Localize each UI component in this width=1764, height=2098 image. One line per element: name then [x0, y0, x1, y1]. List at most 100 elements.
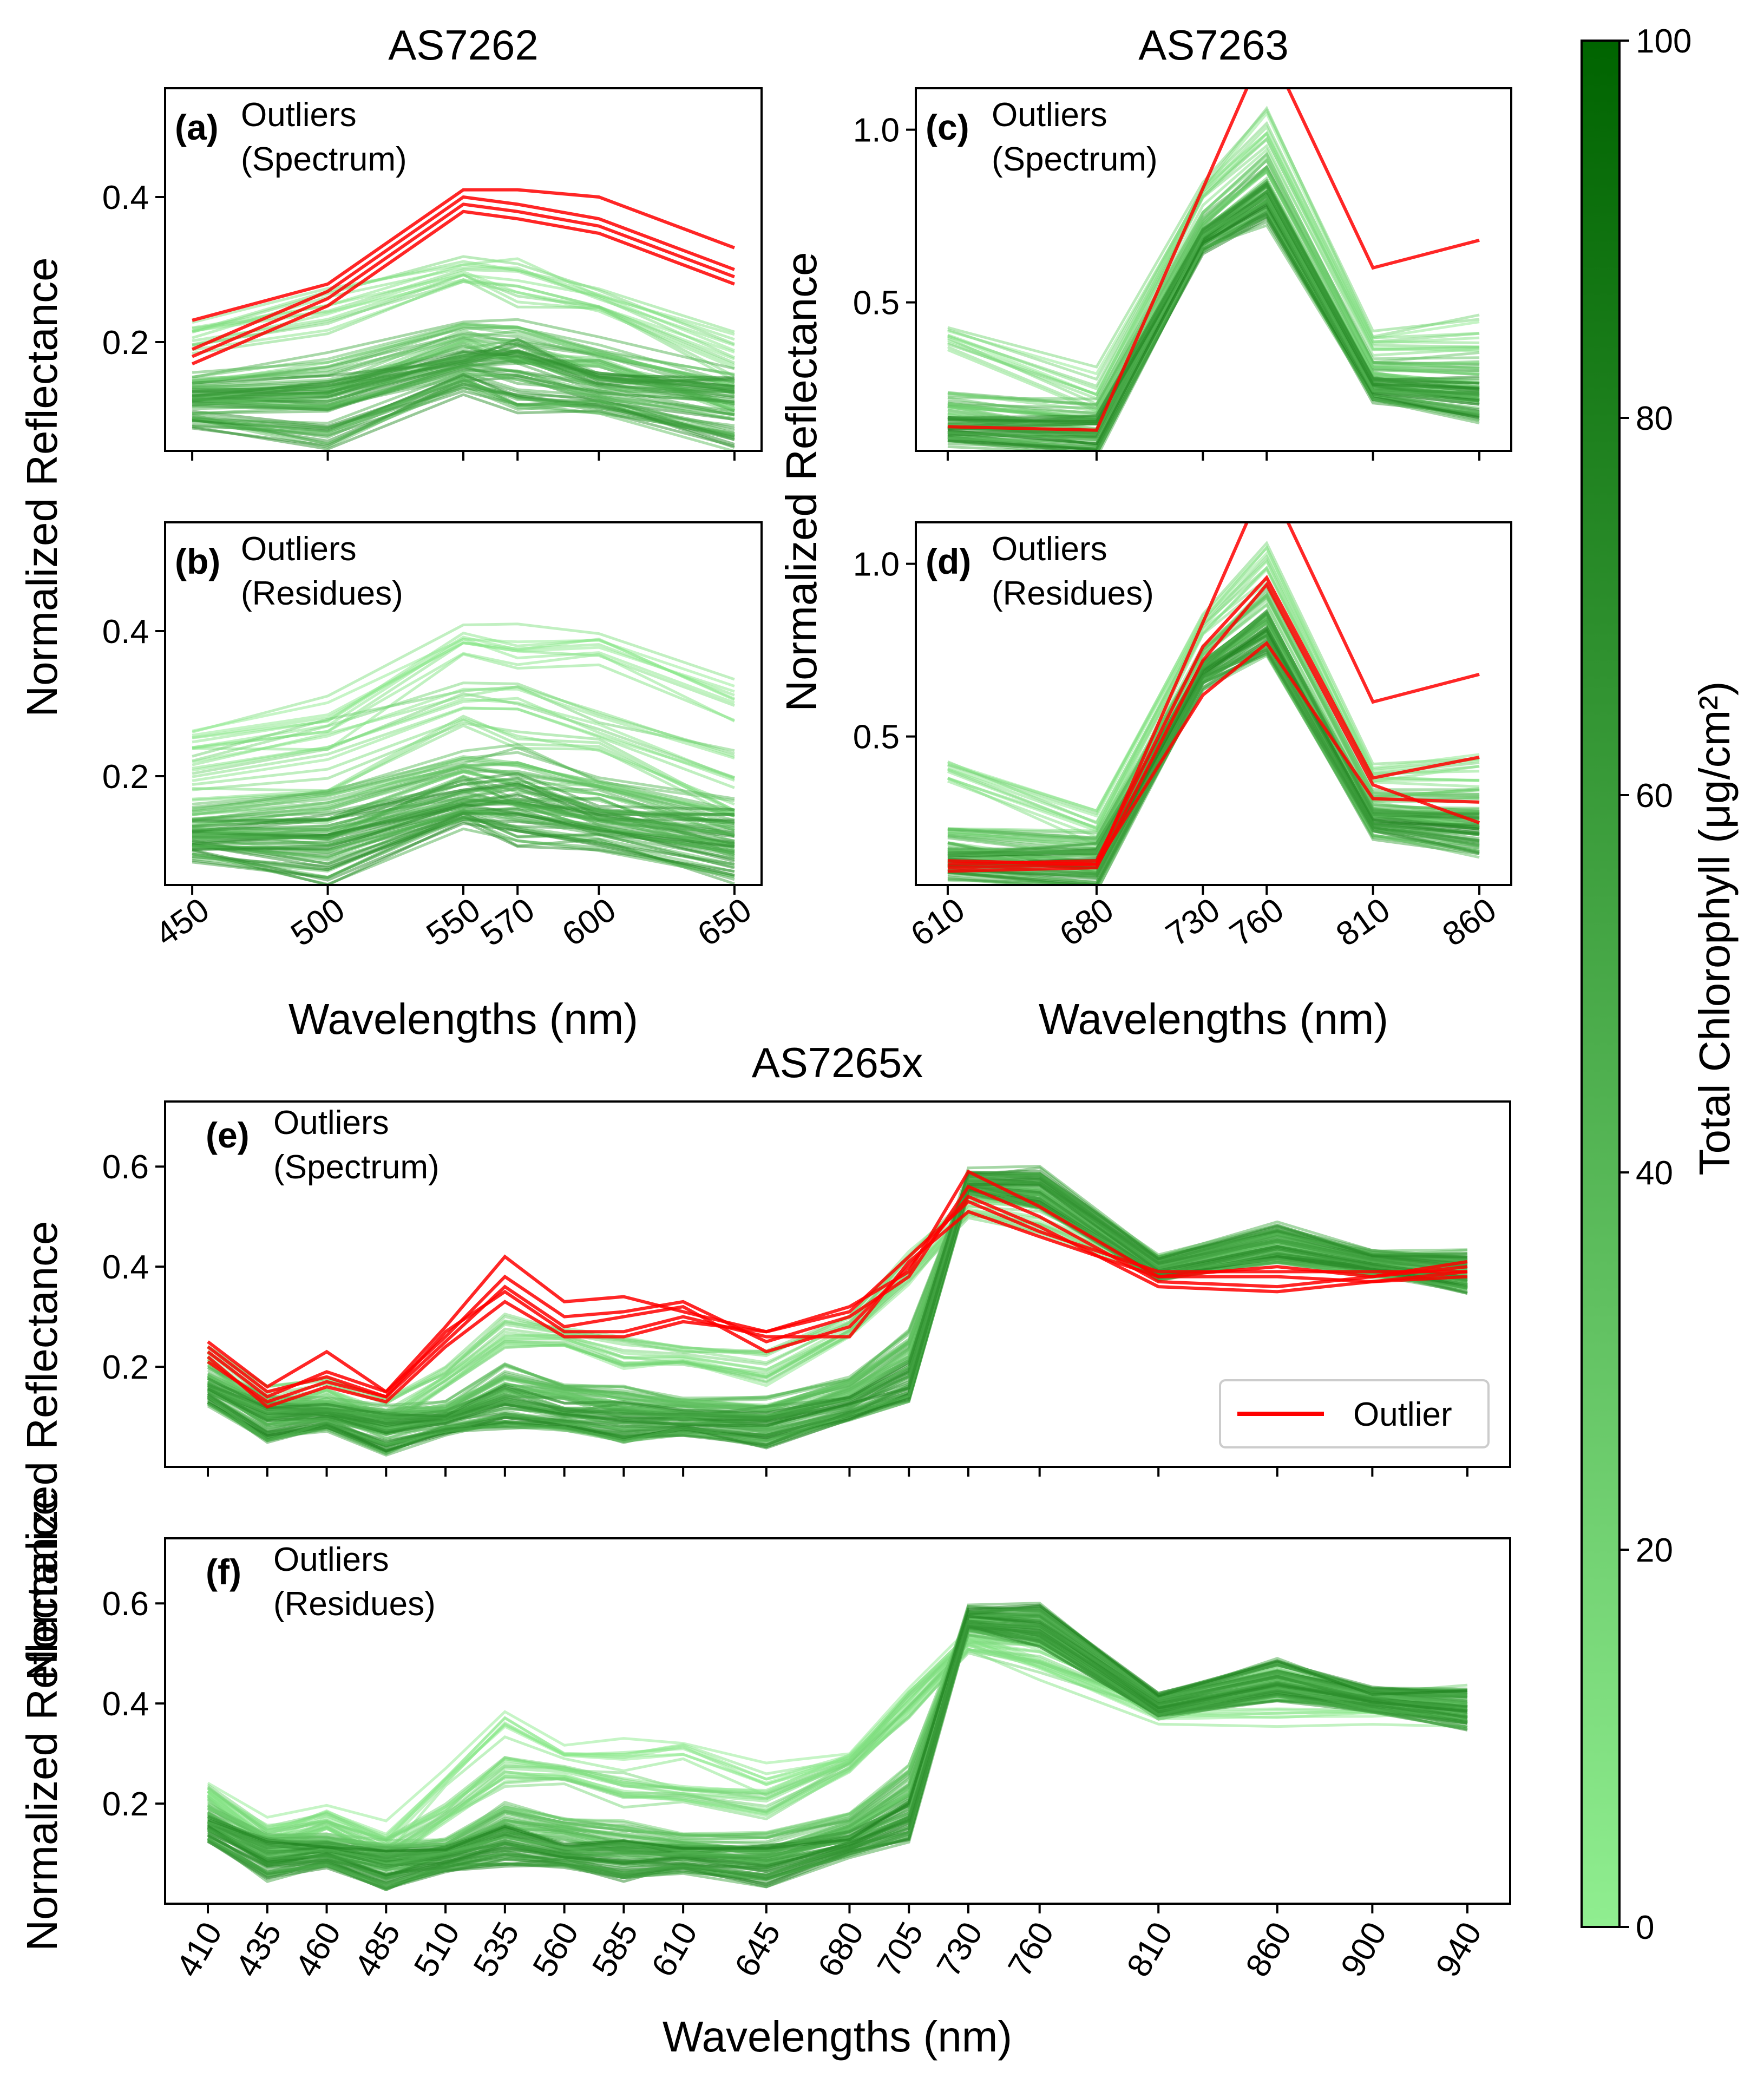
spectrum-line — [192, 280, 735, 364]
spectrum-line — [192, 687, 735, 764]
x-tick-label: 860 — [1238, 1916, 1299, 1983]
spectrum-line — [947, 111, 1480, 376]
outlier-line — [191, 202, 735, 358]
x-tick-label: 860 — [1436, 891, 1503, 954]
outlier-line — [207, 1199, 1467, 1409]
panel-note-line2: (Spectrum) — [241, 141, 407, 178]
y-axis-label-as7262: Normalized Reflectance — [18, 257, 66, 717]
colorbar-gradient — [1581, 40, 1621, 1928]
outlier-line — [192, 188, 735, 322]
spectrum-line — [947, 194, 1480, 441]
panel-note-line2: (Residues) — [992, 575, 1154, 612]
spectrum-line — [207, 1172, 1468, 1407]
spectrum-line — [192, 349, 735, 403]
y-tick-label: 1.0 — [853, 546, 900, 583]
x-axis-label-as7262: Wavelengths (nm) — [288, 995, 638, 1043]
plot-area-a — [191, 188, 736, 451]
spectrum-line — [947, 634, 1480, 876]
panel-note-line1: Outliers — [241, 530, 357, 568]
plot-area-e — [207, 1164, 1468, 1457]
panel-note-line2: (Residues) — [241, 575, 403, 612]
y-axis-label-as7263: Normalized Reflectance — [777, 252, 825, 711]
spectrum-line — [207, 1621, 1468, 1889]
x-tick-label: 760 — [1223, 891, 1290, 954]
x-tick-label: 900 — [1334, 1916, 1394, 1983]
sensor-title-as7263: AS7263 — [1138, 21, 1289, 69]
spectrum-line — [192, 724, 736, 818]
outlier-line — [207, 1184, 1468, 1399]
panel-note-line1: Outliers — [992, 530, 1107, 568]
outlier-line — [947, 88, 1480, 432]
colorbar-tick-label: 80 — [1636, 400, 1673, 437]
spectrum-line — [207, 1172, 1468, 1421]
x-tick-label: 410 — [169, 1916, 229, 1983]
spectrum-line — [192, 706, 735, 789]
colorbar-tick-label: 40 — [1636, 1155, 1673, 1192]
colorbar-tick-label: 0 — [1636, 1909, 1654, 1946]
panel-note-line1: Outliers — [273, 1541, 389, 1578]
spectrum-line — [192, 273, 736, 378]
y-tick-label: 0.5 — [853, 285, 900, 322]
spectrum-line — [207, 1614, 1468, 1845]
outlier-line — [947, 574, 1480, 866]
spectrum-line — [947, 545, 1480, 812]
y-tick-label: 0.2 — [102, 324, 149, 362]
spectrum-line — [192, 778, 735, 821]
spectrum-line — [947, 567, 1480, 829]
sensor-title-as7262: AS7262 — [388, 21, 539, 69]
spectrum-line — [207, 1611, 1468, 1861]
spectrum-line — [192, 791, 735, 831]
x-tick-label: 650 — [691, 891, 758, 954]
axes-frame-f — [164, 1537, 1511, 1905]
spectrum-line — [207, 1603, 1468, 1853]
spectrum-line — [207, 1176, 1468, 1411]
x-tick-label: 610 — [904, 891, 972, 954]
y-tick-label: 0.4 — [102, 613, 149, 651]
x-tick-label: 600 — [555, 891, 622, 954]
outlier-line — [191, 209, 735, 365]
y-tick-label: 0.2 — [102, 1349, 149, 1386]
x-tick-label: 560 — [526, 1916, 586, 1983]
panel-note-line2: (Spectrum) — [273, 1149, 440, 1186]
plot-area-c — [947, 88, 1480, 451]
spectrum-line — [192, 685, 735, 766]
panel-a: 0.2 0.4 (a) Outliers (Spectrum) — [102, 87, 763, 461]
spectrum-line — [192, 798, 735, 838]
spectrum-line — [947, 124, 1480, 391]
spectrum-line — [207, 1179, 1468, 1433]
x-tick-label: 645 — [727, 1916, 788, 1983]
x-tick-label: 435 — [228, 1916, 288, 1983]
x-tick-label: 535 — [466, 1916, 526, 1983]
panel-note-line2: (Spectrum) — [992, 141, 1158, 178]
spectrum-line — [192, 278, 736, 382]
axes-frame-c — [915, 87, 1512, 452]
spectrum-line — [192, 822, 735, 882]
y-tick-label: 0.4 — [102, 1249, 149, 1286]
panel-label: (d) — [926, 541, 971, 581]
y-tick-label: 1.0 — [853, 112, 900, 149]
colorbar-label: Total Chlorophyll (μg/cm²) — [1690, 681, 1739, 1175]
spectrum-line — [947, 158, 1480, 407]
legend-label-outlier: Outlier — [1353, 1396, 1452, 1433]
colorbar-ticks: 0 20 40 60 80 100 — [1619, 23, 1691, 1946]
spectrum-line — [947, 147, 1480, 413]
spectrum-line — [192, 811, 735, 871]
spectrum-line — [207, 1624, 1468, 1880]
sensor-title-as7265x: AS7265x — [752, 1039, 923, 1086]
outlier-line — [947, 640, 1480, 870]
x-axis-label-as7263: Wavelengths (nm) — [1039, 995, 1388, 1043]
spectrum-line — [192, 817, 735, 879]
spectrum-line — [947, 581, 1480, 847]
spectrum-line — [192, 326, 735, 385]
panel-label: (c) — [926, 107, 969, 147]
x-tick-label: 500 — [284, 891, 351, 954]
spectrum-line — [192, 362, 735, 407]
spectrum-line — [947, 224, 1480, 451]
panel-label: (f) — [206, 1552, 241, 1592]
panel-e: 0.2 0.4 0.6 (e) Outliers (Spectrum) — [102, 1100, 1511, 1477]
spectrum-line — [207, 1615, 1468, 1842]
plot-area-b — [192, 622, 736, 885]
colorbar-tick-label: 60 — [1636, 777, 1673, 815]
spectrum-line — [192, 370, 735, 420]
